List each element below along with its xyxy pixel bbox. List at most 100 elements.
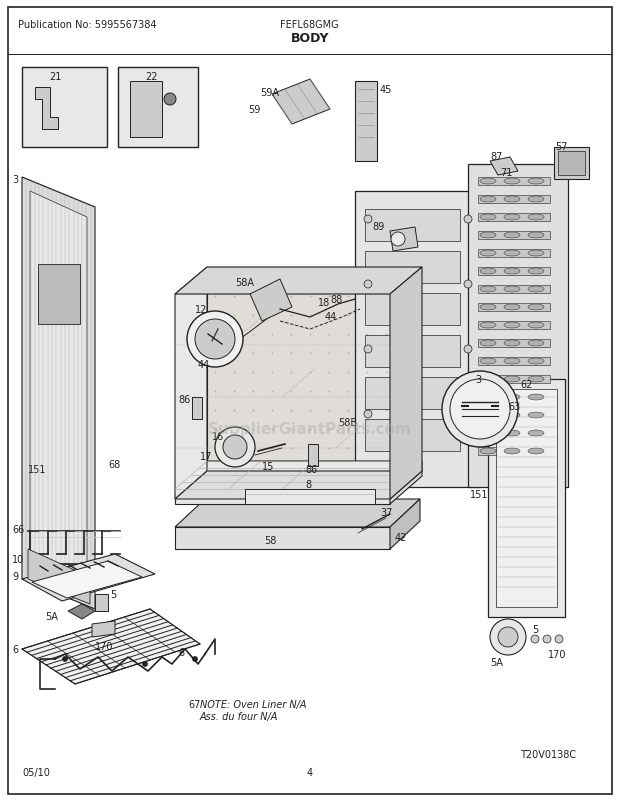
Ellipse shape xyxy=(528,358,544,365)
Ellipse shape xyxy=(504,233,520,239)
Polygon shape xyxy=(22,610,200,684)
Text: T20V0138C: T20V0138C xyxy=(520,749,576,759)
Ellipse shape xyxy=(480,233,496,239)
Bar xyxy=(118,68,198,148)
Bar xyxy=(478,286,550,294)
Ellipse shape xyxy=(504,269,520,274)
Text: 87: 87 xyxy=(490,152,502,162)
Ellipse shape xyxy=(528,286,544,293)
Ellipse shape xyxy=(528,179,544,184)
Bar xyxy=(478,232,550,240)
Text: 62: 62 xyxy=(520,379,533,390)
Text: SupplierGiantParts.com: SupplierGiantParts.com xyxy=(208,422,412,437)
Text: 88: 88 xyxy=(330,294,342,305)
Ellipse shape xyxy=(480,251,496,257)
Bar xyxy=(245,489,375,504)
Polygon shape xyxy=(175,268,422,294)
Text: 9: 9 xyxy=(12,571,18,581)
Ellipse shape xyxy=(504,412,520,419)
Polygon shape xyxy=(32,561,142,598)
Bar xyxy=(478,249,550,257)
Polygon shape xyxy=(22,178,95,610)
Polygon shape xyxy=(272,80,330,125)
Text: 5A: 5A xyxy=(490,657,503,667)
Ellipse shape xyxy=(480,215,496,221)
Text: 8: 8 xyxy=(305,480,311,489)
Circle shape xyxy=(464,411,472,419)
Text: 66: 66 xyxy=(12,525,24,534)
Ellipse shape xyxy=(480,412,496,419)
Circle shape xyxy=(498,627,518,647)
Text: 86: 86 xyxy=(178,395,190,404)
Polygon shape xyxy=(28,549,90,604)
Bar xyxy=(478,196,550,204)
Text: 4: 4 xyxy=(307,767,313,777)
Circle shape xyxy=(164,94,176,106)
Ellipse shape xyxy=(528,305,544,310)
Ellipse shape xyxy=(504,305,520,310)
Bar xyxy=(478,448,550,456)
Text: 5: 5 xyxy=(110,589,117,599)
Polygon shape xyxy=(175,528,390,549)
Ellipse shape xyxy=(528,196,544,203)
Circle shape xyxy=(364,216,372,224)
Ellipse shape xyxy=(504,196,520,203)
Text: 3: 3 xyxy=(475,375,481,384)
Bar xyxy=(38,265,80,325)
Ellipse shape xyxy=(504,431,520,436)
Text: 12: 12 xyxy=(195,305,207,314)
Text: BODY: BODY xyxy=(291,32,329,45)
Ellipse shape xyxy=(480,305,496,310)
Polygon shape xyxy=(30,192,87,594)
Ellipse shape xyxy=(504,251,520,257)
Polygon shape xyxy=(390,228,418,252)
Text: 37: 37 xyxy=(380,508,392,517)
Text: 170: 170 xyxy=(548,649,567,659)
Text: 170: 170 xyxy=(95,642,113,651)
Circle shape xyxy=(543,635,551,643)
Ellipse shape xyxy=(480,376,496,383)
Bar xyxy=(308,444,318,467)
Ellipse shape xyxy=(504,322,520,329)
Circle shape xyxy=(143,662,148,666)
Polygon shape xyxy=(250,280,292,322)
Bar xyxy=(478,375,550,383)
Ellipse shape xyxy=(528,215,544,221)
Bar xyxy=(478,322,550,330)
Bar xyxy=(365,210,460,241)
Bar xyxy=(478,268,550,276)
Text: 5: 5 xyxy=(532,624,538,634)
Ellipse shape xyxy=(528,376,544,383)
Ellipse shape xyxy=(528,448,544,455)
Circle shape xyxy=(364,346,372,354)
Text: 151: 151 xyxy=(470,489,489,500)
Ellipse shape xyxy=(480,341,496,346)
Polygon shape xyxy=(355,192,480,488)
Polygon shape xyxy=(22,554,155,602)
Text: 57: 57 xyxy=(555,142,567,152)
Ellipse shape xyxy=(528,395,544,400)
Ellipse shape xyxy=(504,179,520,184)
Ellipse shape xyxy=(480,358,496,365)
Bar xyxy=(355,82,377,162)
Bar xyxy=(365,419,460,452)
Ellipse shape xyxy=(504,286,520,293)
Text: 63: 63 xyxy=(508,402,520,411)
Bar xyxy=(365,252,460,284)
Circle shape xyxy=(490,619,526,655)
Text: 22: 22 xyxy=(146,72,158,82)
Polygon shape xyxy=(488,379,565,618)
Polygon shape xyxy=(207,268,422,472)
Ellipse shape xyxy=(528,322,544,329)
Text: 67: 67 xyxy=(188,699,200,709)
Text: 59A: 59A xyxy=(260,88,279,98)
Ellipse shape xyxy=(480,196,496,203)
Text: 18: 18 xyxy=(318,298,330,308)
Polygon shape xyxy=(390,500,420,549)
Bar xyxy=(478,339,550,347)
Ellipse shape xyxy=(504,448,520,455)
Polygon shape xyxy=(95,594,108,611)
Text: 58B: 58B xyxy=(338,418,357,427)
Ellipse shape xyxy=(504,358,520,365)
Bar xyxy=(478,411,550,419)
